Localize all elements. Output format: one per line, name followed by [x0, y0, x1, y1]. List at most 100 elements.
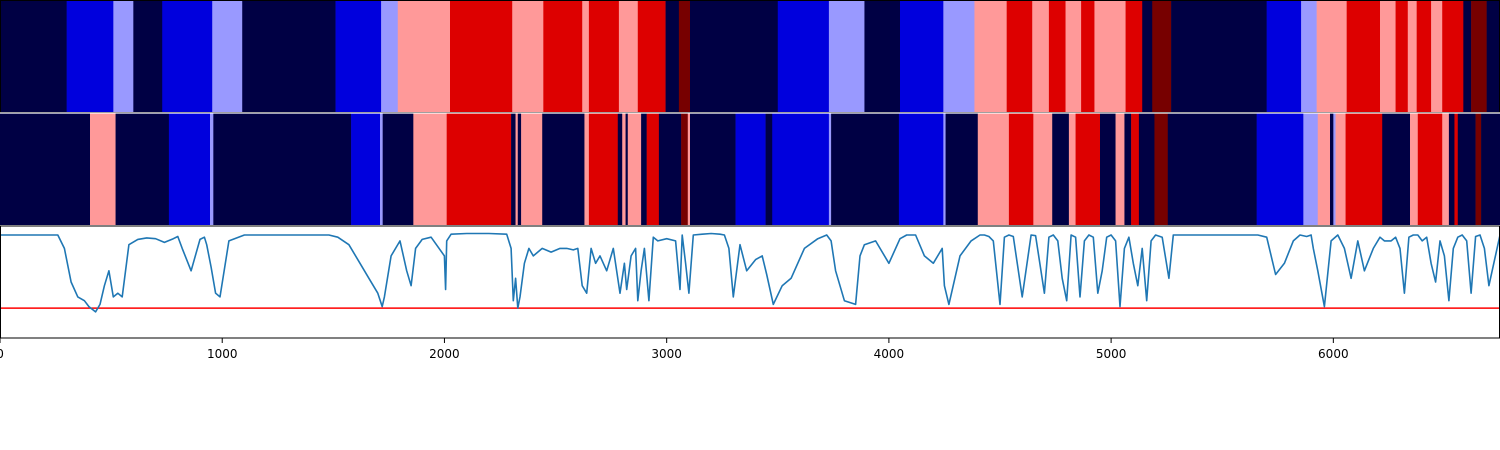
state-segment — [1171, 0, 1267, 112]
state-segment — [446, 113, 512, 225]
state-segment — [977, 113, 1010, 225]
state-segment — [1380, 0, 1396, 112]
state-segment — [1068, 113, 1076, 225]
state-segment — [517, 113, 522, 225]
x-tick-label: 5000 — [1096, 347, 1127, 361]
state-segment — [690, 0, 779, 112]
state-segment — [1448, 113, 1455, 225]
state-segment — [1416, 0, 1432, 112]
state-segment — [627, 113, 642, 225]
state-segment — [1410, 113, 1419, 225]
signal-line — [0, 232, 1500, 313]
state-segment — [828, 0, 865, 112]
x-tick-label: 4000 — [874, 347, 905, 361]
state-segment — [521, 113, 543, 225]
state-segment — [1115, 113, 1125, 225]
state-segment — [735, 113, 766, 225]
state-segment — [168, 113, 211, 225]
state-segment — [1481, 113, 1500, 225]
state-segment — [1454, 113, 1459, 225]
state-segment — [335, 0, 382, 112]
state-segment — [1417, 113, 1443, 225]
state-segment — [210, 113, 214, 225]
state-segment — [1303, 113, 1319, 225]
state-segment — [1131, 113, 1140, 225]
state-segment — [943, 113, 946, 225]
state-segment — [1407, 0, 1417, 112]
state-segment — [1075, 113, 1101, 225]
state-segment — [637, 0, 666, 112]
state-segment — [515, 113, 519, 225]
x-tick-label: 2000 — [429, 347, 460, 361]
state-segment — [681, 113, 689, 225]
x-axis: 0 1000 2000 3000 4000 5000 6000 — [0, 338, 1349, 361]
state-segment — [133, 0, 163, 112]
state-segment — [1006, 0, 1033, 112]
state-segment — [588, 0, 620, 112]
state-segment — [1333, 113, 1336, 225]
signal-panel-background — [0, 226, 1500, 338]
state-segment — [641, 113, 647, 225]
state-segment — [943, 0, 975, 112]
state-segment — [1081, 0, 1095, 112]
state-segment — [512, 0, 544, 112]
state-segment — [397, 0, 451, 112]
state-segment — [828, 113, 832, 225]
signal-panel — [0, 226, 1500, 338]
state-track-1 — [0, 0, 1500, 112]
state-segment — [1395, 0, 1409, 112]
state-segment — [0, 113, 91, 225]
state-segment — [1335, 113, 1346, 225]
state-segment — [658, 113, 682, 225]
state-segment — [765, 113, 773, 225]
state-segment — [543, 0, 583, 112]
state-segment — [777, 0, 830, 112]
state-segment — [1124, 113, 1132, 225]
state-segment — [1008, 113, 1034, 225]
state-segment — [1266, 0, 1302, 112]
state-segment — [974, 0, 1007, 112]
state-segment — [690, 113, 736, 225]
state-segment — [351, 113, 381, 225]
state-segment — [1152, 0, 1172, 112]
state-segment — [1138, 113, 1155, 225]
state-segment — [687, 113, 691, 225]
state-segment — [1486, 0, 1500, 112]
x-tick-label: 0 — [0, 347, 4, 361]
state-segment — [1345, 113, 1383, 225]
state-segment — [450, 0, 513, 112]
state-segment — [646, 113, 660, 225]
state-segment — [1301, 0, 1317, 112]
state-segment — [1065, 0, 1082, 112]
state-segment — [1330, 113, 1334, 225]
state-segment — [864, 0, 901, 112]
state-segment — [618, 0, 639, 112]
state-segment — [1442, 113, 1450, 225]
state-segment — [1167, 113, 1257, 225]
state-segment — [381, 0, 399, 112]
state-segment — [900, 0, 944, 112]
state-segment — [1442, 0, 1464, 112]
state-segment — [90, 113, 116, 225]
state-segment — [1346, 0, 1381, 112]
state-segment — [1125, 0, 1143, 112]
state-segment — [665, 0, 680, 112]
state-segment — [0, 0, 67, 112]
state-segment — [1457, 113, 1476, 225]
state-segment — [1142, 0, 1153, 112]
state-segment — [1382, 113, 1411, 225]
state-segment — [162, 0, 213, 112]
state-segment — [1094, 0, 1126, 112]
state-segment — [382, 113, 414, 225]
state-segment — [1032, 0, 1050, 112]
state-segment — [588, 113, 619, 225]
x-tick-label: 6000 — [1318, 347, 1349, 361]
state-segment — [542, 113, 585, 225]
state-segment — [1048, 0, 1066, 112]
state-segment — [945, 113, 979, 225]
state-segment — [113, 0, 134, 112]
state-segment — [582, 0, 590, 112]
state-segment — [898, 113, 944, 225]
state-segment — [213, 113, 352, 225]
